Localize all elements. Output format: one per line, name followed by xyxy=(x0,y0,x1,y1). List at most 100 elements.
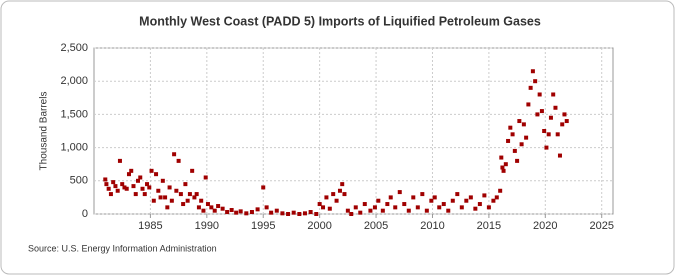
point xyxy=(353,205,358,210)
point xyxy=(234,210,239,215)
point xyxy=(264,205,269,210)
point xyxy=(216,204,221,209)
point xyxy=(154,172,159,177)
point xyxy=(297,212,302,216)
x-tick-label: 1990 xyxy=(195,220,219,232)
point xyxy=(140,186,145,191)
point xyxy=(521,122,526,127)
point xyxy=(113,184,118,189)
point xyxy=(406,208,411,213)
point xyxy=(542,129,547,133)
x-tick-label: 2000 xyxy=(307,220,331,232)
point xyxy=(122,185,127,190)
point xyxy=(411,195,416,200)
point xyxy=(432,195,437,200)
y-tick-label: 500 xyxy=(70,175,88,187)
point xyxy=(429,198,434,203)
point xyxy=(209,205,214,210)
point xyxy=(455,192,460,197)
point xyxy=(176,158,181,163)
point xyxy=(486,205,491,210)
point xyxy=(229,208,234,213)
point xyxy=(331,192,336,197)
x-tick-label: 2010 xyxy=(420,220,444,232)
point xyxy=(165,205,170,210)
point xyxy=(136,178,141,183)
point xyxy=(104,182,109,187)
point xyxy=(151,198,156,203)
point xyxy=(477,202,482,207)
point xyxy=(274,208,279,213)
point xyxy=(349,212,354,216)
point xyxy=(415,205,420,210)
point xyxy=(508,125,513,130)
point xyxy=(291,210,296,215)
point xyxy=(220,206,225,211)
point xyxy=(302,211,307,216)
point xyxy=(459,205,464,210)
point xyxy=(503,162,508,167)
point xyxy=(524,135,529,140)
point xyxy=(108,192,113,197)
point xyxy=(317,202,322,207)
point xyxy=(510,132,515,137)
point xyxy=(337,188,342,193)
point xyxy=(160,178,165,183)
point xyxy=(187,192,192,197)
point xyxy=(494,195,499,200)
point xyxy=(533,79,538,84)
point xyxy=(334,198,339,203)
point xyxy=(269,210,274,215)
point xyxy=(238,209,243,214)
point xyxy=(482,193,487,198)
point xyxy=(255,207,260,212)
point xyxy=(124,186,129,191)
point xyxy=(441,202,446,207)
x-tick-label: 2015 xyxy=(477,220,501,232)
point xyxy=(324,195,329,200)
y-tick-label: 1,500 xyxy=(60,108,88,120)
point xyxy=(308,210,313,215)
y-tick-label: 0 xyxy=(82,208,88,220)
point xyxy=(560,122,565,127)
point xyxy=(126,172,131,177)
point xyxy=(163,195,168,200)
point xyxy=(196,205,201,210)
point xyxy=(205,202,210,207)
point xyxy=(519,142,524,147)
point xyxy=(117,158,122,163)
point xyxy=(192,195,197,200)
point xyxy=(111,180,116,185)
point xyxy=(551,92,556,97)
point xyxy=(393,205,398,210)
point xyxy=(181,202,186,207)
y-tick-label: 2,000 xyxy=(60,75,88,87)
point xyxy=(372,205,377,210)
point xyxy=(142,192,147,197)
point xyxy=(535,112,540,117)
x-tick-label: 2005 xyxy=(364,220,388,232)
point xyxy=(106,186,111,191)
point xyxy=(185,198,190,203)
point xyxy=(314,212,319,216)
chart-title: Monthly West Coast (PADD 5) Imports of L… xyxy=(139,14,541,28)
point xyxy=(437,205,442,210)
point xyxy=(512,148,517,153)
point xyxy=(468,195,473,200)
point xyxy=(376,198,381,203)
point xyxy=(517,119,522,124)
y-tick-label: 1,000 xyxy=(60,142,88,154)
point xyxy=(183,182,188,187)
point xyxy=(473,206,478,211)
point xyxy=(178,192,183,197)
point xyxy=(546,132,551,137)
point xyxy=(190,168,195,173)
point xyxy=(138,175,143,180)
point xyxy=(380,208,385,213)
point xyxy=(261,185,266,190)
point xyxy=(446,208,451,213)
point xyxy=(385,202,390,207)
point xyxy=(225,210,230,215)
point xyxy=(544,145,549,150)
